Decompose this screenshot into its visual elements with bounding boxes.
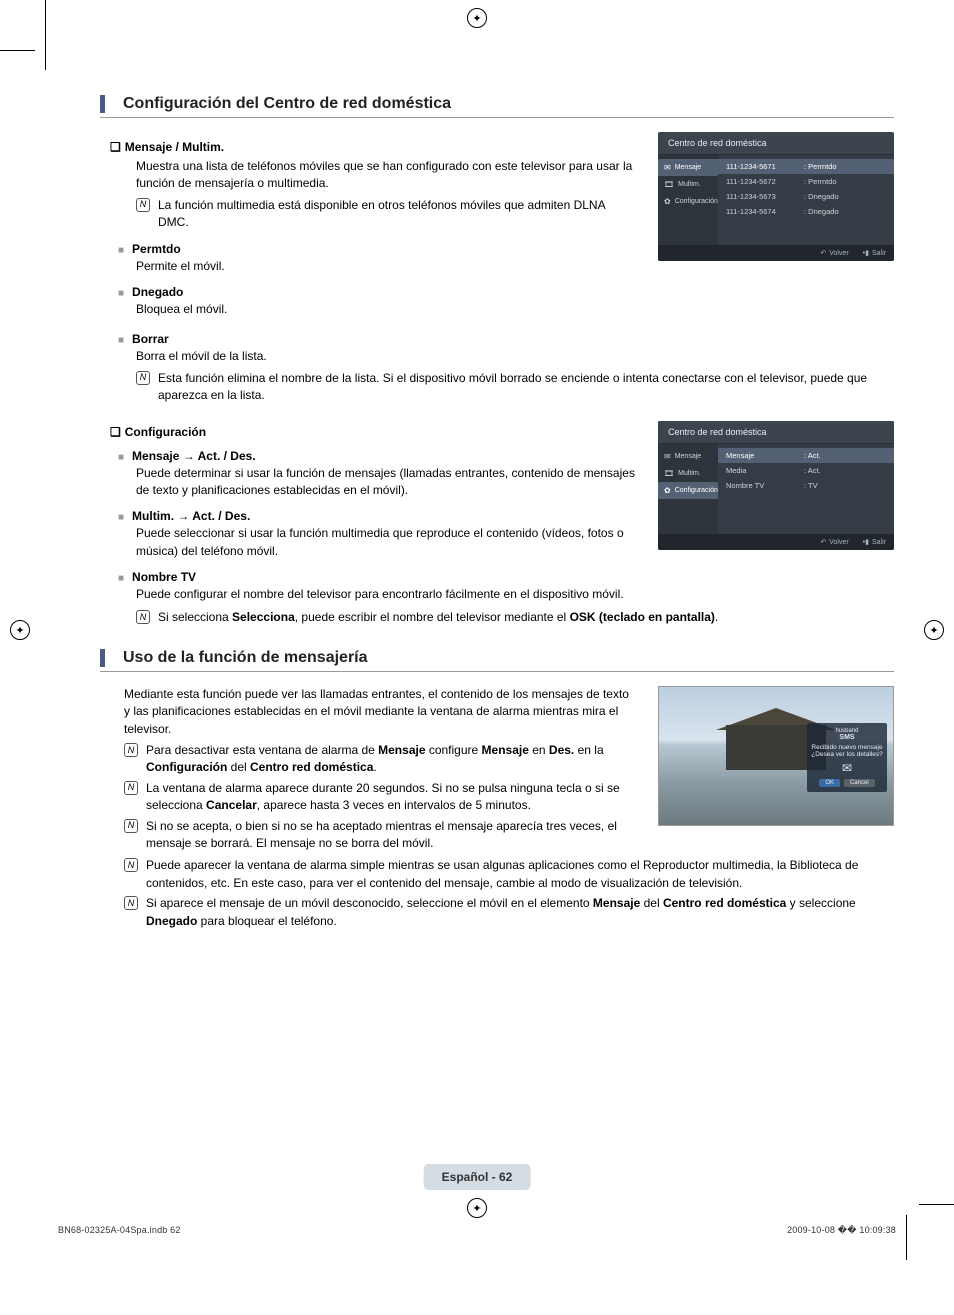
note: N Si selecciona Selecciona, puede escrib… [136,609,894,626]
desc-text: Muestra una lista de teléfonos móviles q… [136,158,638,193]
popup-line: ¿Desea ver los detalles? [811,751,883,758]
footer-file: BN68-02325A-04Spa.indb 62 [58,1225,181,1236]
item-mensaje-multim: ❏Mensaje / Multim. [110,140,638,154]
device-row[interactable]: 111-1234-5673: Dnegado [718,189,894,204]
return-icon: ↶ [820,539,826,546]
panel-sidebar: ✉Mensaje 🎞Multim. ✿Configuración [658,155,718,245]
cancel-button[interactable]: Cancel [844,779,875,787]
sub-multim-actdes: ■Multim. → Act. / Des. [118,509,638,523]
sidebar-item-mensaje[interactable]: ✉Mensaje [658,159,718,176]
page-number-badge: Español - 62 [424,1164,531,1190]
footer-salir[interactable]: •▮Salir [863,249,886,257]
sidebar-item-multim[interactable]: 🎞Multim. [658,465,718,482]
ui-panel-config: Centro de red doméstica ✉Mensaje 🎞Multim… [658,421,894,550]
desc-text: Borra el móvil de la lista. [136,348,894,365]
config-row[interactable]: Nombre TV: TV [718,478,894,493]
desc-text: Puede determinar si usar la función de m… [136,465,638,500]
note-icon: N [136,610,150,624]
note: N Para desactivar esta ventana de alarma… [124,742,638,777]
sub-mensaje-actdes: ■Mensaje → Act. / Des. [118,449,638,463]
sub-borrar: ■Borrar [118,332,894,346]
note-icon: N [136,371,150,385]
sidebar-item-config[interactable]: ✿Configuración [658,193,718,210]
popup-line: Recibido nuevo mensaje [811,744,883,751]
ui-panel-devices: Centro de red doméstica ✉Mensaje 🎞Multim… [658,132,894,261]
note-icon: N [124,781,138,795]
intro-text: Mediante esta función puede ver las llam… [124,686,638,738]
note: N Puede aparecer la ventana de alarma si… [124,857,894,892]
mail-icon: ✉ [664,163,671,172]
sub-permtdo: ■Permtdo [118,242,638,256]
exit-icon: •▮ [863,539,869,546]
section-bar-icon [100,649,105,667]
device-row[interactable]: 111-1234-5674: Dnegado [718,204,894,219]
footer-salir[interactable]: •▮Salir [863,538,886,546]
sub-nombretv: ■Nombre TV [118,570,638,584]
section-title: Uso de la función de mensajería [123,649,368,667]
note: N Si aparece el mensaje de un móvil desc… [124,895,894,930]
return-icon: ↶ [820,250,826,257]
note-icon: N [124,896,138,910]
item-configuracion: ❏Configuración [110,425,638,439]
media-icon: 🎞 [664,469,674,478]
device-row[interactable]: 111-1234-5672: Permtdo [718,174,894,189]
note-icon: N [124,819,138,833]
sidebar-item-config[interactable]: ✿Configuración [658,482,718,499]
ok-button[interactable]: OK [819,779,840,787]
config-row[interactable]: Mensaje: Act. [718,448,894,463]
note: N La ventana de alarma aparece durante 2… [124,780,638,815]
panel-title: Centro de red doméstica [658,421,894,444]
sub-dnegado: ■Dnegado [118,285,638,299]
section-header: Configuración del Centro de red doméstic… [100,95,894,118]
section-bar-icon [100,95,105,113]
sms-popup: husband SMS Recibido nuevo mensaje ¿Dese… [807,723,887,792]
desc-text: Bloquea el móvil. [136,301,638,318]
device-row[interactable]: 111-1234-5671: Permtdo [718,159,894,174]
footer-meta: BN68-02325A-04Spa.indb 62 2009-10-08 �� … [58,1225,896,1236]
sidebar-item-multim[interactable]: 🎞Multim. [658,176,718,193]
config-row[interactable]: Media: Act. [718,463,894,478]
section-header: Uso de la función de mensajería [100,649,894,672]
gear-icon: ✿ [664,197,671,206]
tv-screenshot: husband SMS Recibido nuevo mensaje ¿Dese… [658,686,894,826]
popup-type: SMS [811,734,883,741]
footer-volver[interactable]: ↶Volver [820,538,848,546]
note: N La función multimedia está disponible … [136,197,638,232]
panel-sidebar: ✉Mensaje 🎞Multim. ✿Configuración [658,444,718,534]
media-icon: 🎞 [664,180,674,189]
envelope-icon: ✉ [811,761,883,775]
sidebar-item-mensaje[interactable]: ✉Mensaje [658,448,718,465]
note-icon: N [124,743,138,757]
note-icon: N [124,858,138,872]
panel-title: Centro de red doméstica [658,132,894,155]
section-title: Configuración del Centro de red doméstic… [123,95,451,113]
note: N Esta función elimina el nombre de la l… [136,370,894,405]
gear-icon: ✿ [664,486,671,495]
footer-time: 2009-10-08 �� 10:09:38 [787,1225,896,1236]
desc-text: Puede configurar el nombre del televisor… [136,586,638,603]
note-icon: N [136,198,150,212]
desc-text: Permite el móvil. [136,258,638,275]
desc-text: Puede seleccionar si usar la función mul… [136,525,638,560]
note: N Si no se acepta, o bien si no se ha ac… [124,818,638,853]
footer-volver[interactable]: ↶Volver [820,249,848,257]
exit-icon: •▮ [863,250,869,257]
mail-icon: ✉ [664,452,671,461]
